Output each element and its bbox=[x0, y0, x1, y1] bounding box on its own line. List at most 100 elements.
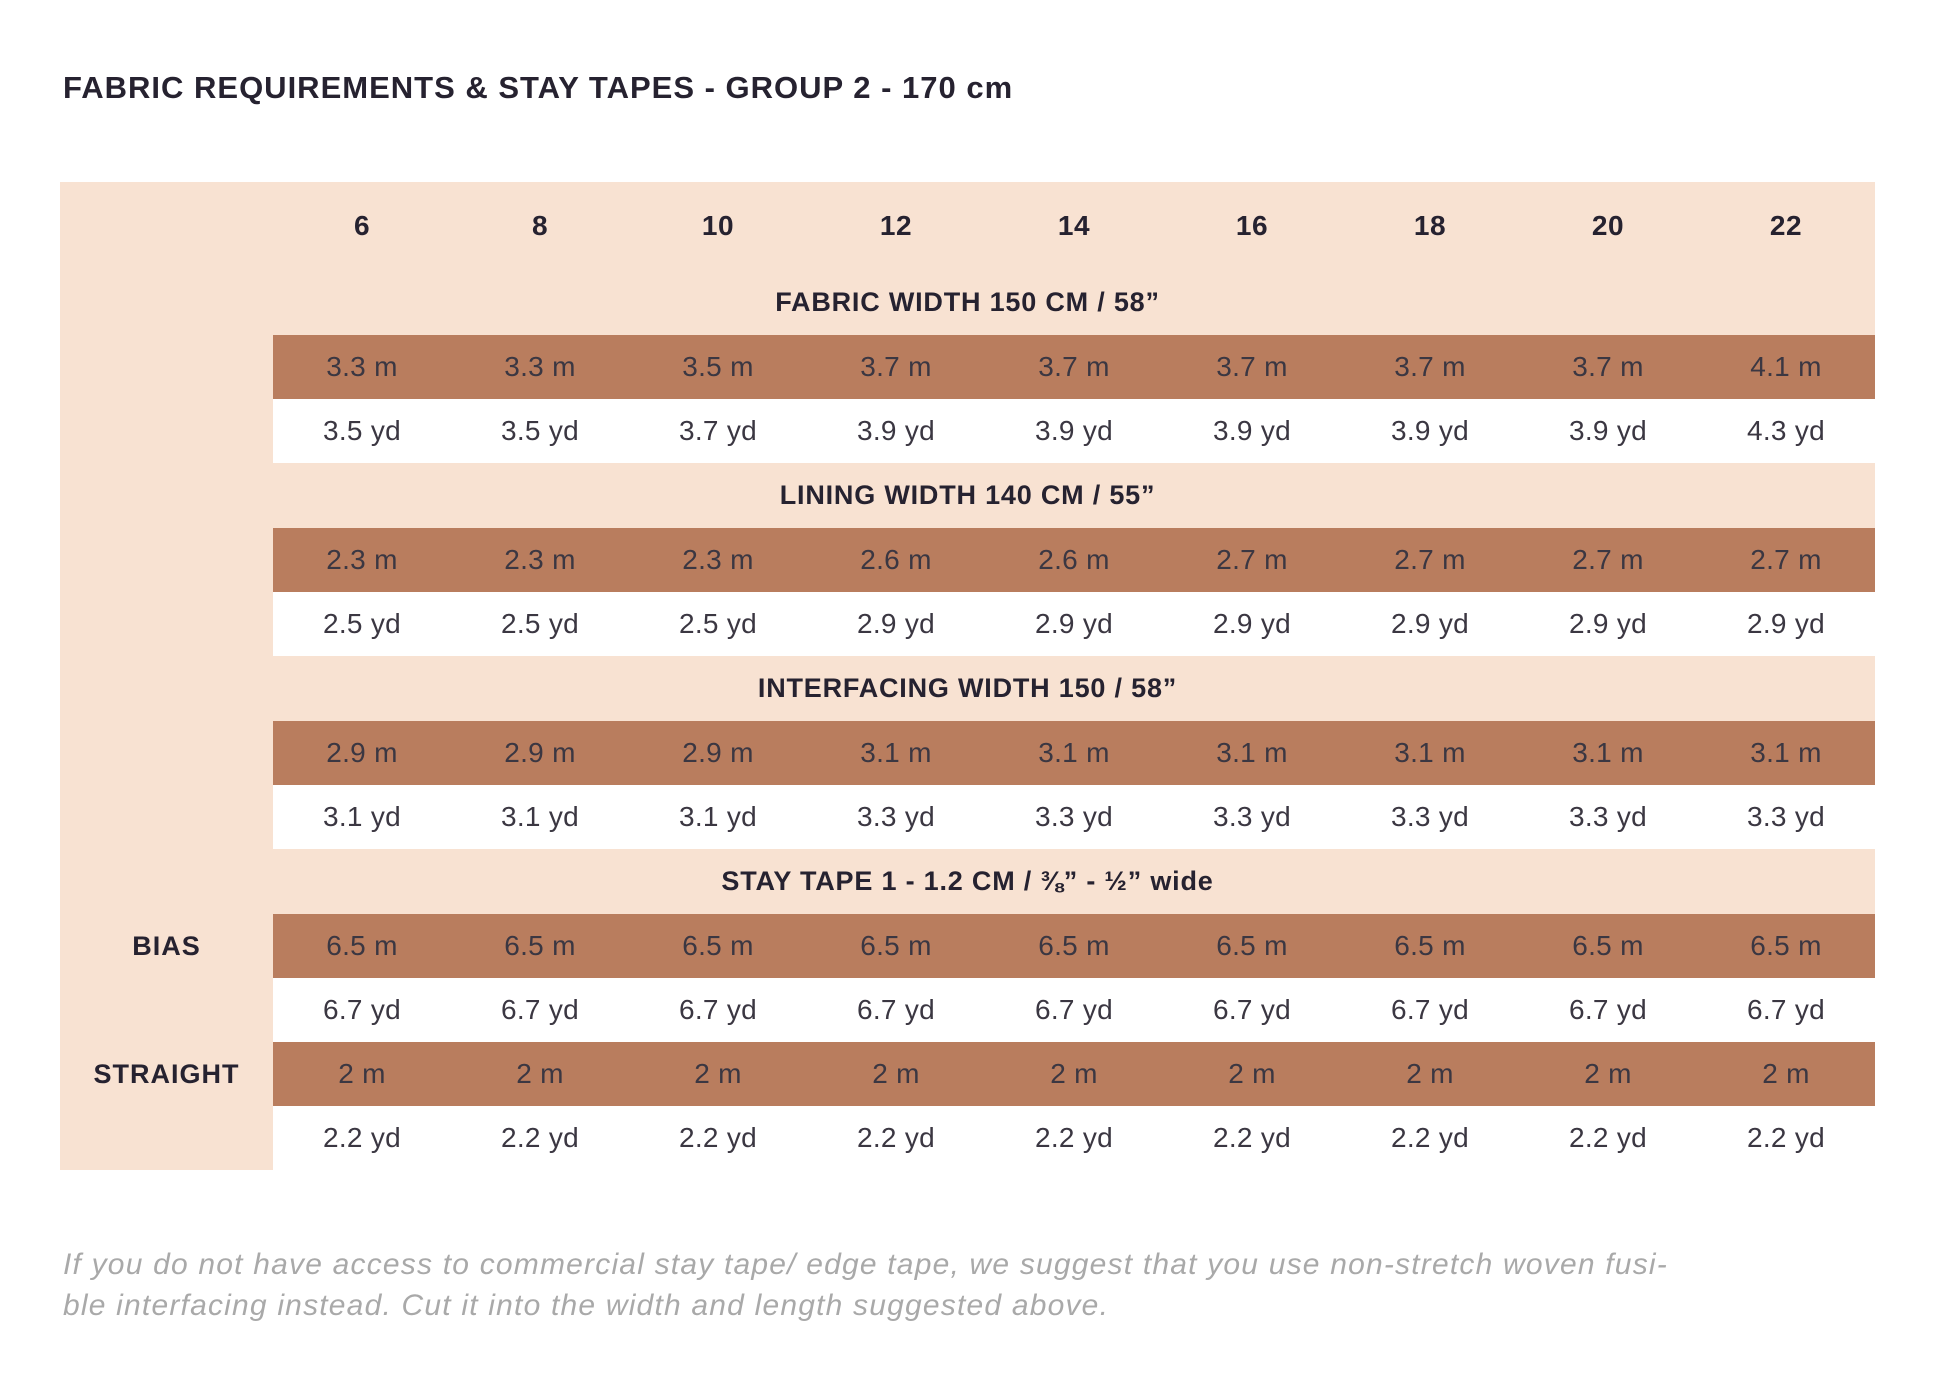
fabric-yd-size18: 3.9 yd bbox=[1390, 415, 1470, 446]
row-label-fabric-yards bbox=[60, 399, 273, 463]
bias-yd-size12: 6.7 yd bbox=[856, 994, 936, 1025]
interfacing-yd-size20: 3.3 yd bbox=[1568, 801, 1648, 832]
fabric-m-size20: 3.7 m bbox=[1572, 351, 1644, 382]
interfacing-m-size10: 2.9 m bbox=[682, 737, 754, 768]
row-label-lining-yards bbox=[60, 592, 273, 656]
fabric-yd-size20: 3.9 yd bbox=[1568, 415, 1648, 446]
straight-m-size18: 2 m bbox=[1406, 1058, 1454, 1089]
bias-m-size16: 6.5 m bbox=[1216, 930, 1288, 961]
row-label-interfacing-yards bbox=[60, 785, 273, 849]
fabric-yd-size22: 4.3 yd bbox=[1746, 415, 1826, 446]
straight-yd-size14: 2.2 yd bbox=[1034, 1122, 1114, 1153]
interfacing-yd-size18: 3.3 yd bbox=[1390, 801, 1470, 832]
size-col-header-22: 22 bbox=[1769, 210, 1803, 241]
lining-m-size8: 2.3 m bbox=[504, 544, 576, 575]
bias-m-size22: 6.5 m bbox=[1750, 930, 1822, 961]
table-row-bias-meters: BIAS 6.5 m 6.5 m 6.5 m 6.5 m 6.5 m 6.5 m… bbox=[60, 914, 1875, 978]
interfacing-m-size8: 2.9 m bbox=[504, 737, 576, 768]
row-label-bias: BIAS bbox=[132, 930, 201, 961]
fabric-m-size22: 4.1 m bbox=[1750, 351, 1822, 382]
lining-yd-size20: 2.9 yd bbox=[1568, 608, 1648, 639]
table-row-straight-meters: STRAIGHT 2 m 2 m 2 m 2 m 2 m 2 m 2 m 2 m… bbox=[60, 1042, 1875, 1106]
lining-meters-strip: 2.3 m 2.3 m 2.3 m 2.6 m 2.6 m 2.7 m 2.7 … bbox=[273, 528, 1875, 592]
lining-m-size22: 2.7 m bbox=[1750, 544, 1822, 575]
straight-yd-size18: 2.2 yd bbox=[1390, 1122, 1470, 1153]
lining-yd-size18: 2.9 yd bbox=[1390, 608, 1470, 639]
fabric-m-size14: 3.7 m bbox=[1038, 351, 1110, 382]
lining-yd-size14: 2.9 yd bbox=[1034, 608, 1114, 639]
straight-yards-strip: 2.2 yd 2.2 yd 2.2 yd 2.2 yd 2.2 yd 2.2 y… bbox=[273, 1106, 1875, 1170]
straight-m-size20: 2 m bbox=[1584, 1058, 1632, 1089]
table-row-interfacing-meters: 2.9 m 2.9 m 2.9 m 3.1 m 3.1 m 3.1 m 3.1 … bbox=[60, 721, 1875, 785]
size-col-header-10: 10 bbox=[701, 210, 735, 241]
lining-yd-size16: 2.9 yd bbox=[1212, 608, 1292, 639]
straight-yd-size12: 2.2 yd bbox=[856, 1122, 936, 1153]
size-col-header-20: 20 bbox=[1591, 210, 1625, 241]
table-row-interfacing-yards: 3.1 yd 3.1 yd 3.1 yd 3.3 yd 3.3 yd 3.3 y… bbox=[60, 785, 1875, 849]
straight-m-size12: 2 m bbox=[872, 1058, 920, 1089]
bias-yd-size16: 6.7 yd bbox=[1212, 994, 1292, 1025]
fabric-m-size12: 3.7 m bbox=[860, 351, 932, 382]
size-header-row: 6 8 10 12 14 16 18 20 22 bbox=[60, 182, 1875, 270]
straight-meters-strip: 2 m 2 m 2 m 2 m 2 m 2 m 2 m 2 m 2 m bbox=[273, 1042, 1875, 1106]
row-label-straight: STRAIGHT bbox=[93, 1058, 240, 1089]
row-label-interfacing-meters bbox=[60, 721, 273, 785]
fabric-m-size8: 3.3 m bbox=[504, 351, 576, 382]
row-label-bias-yards bbox=[60, 978, 273, 1042]
fabric-m-size6: 3.3 m bbox=[326, 351, 398, 382]
bias-yd-size22: 6.7 yd bbox=[1746, 994, 1826, 1025]
interfacing-m-size18: 3.1 m bbox=[1394, 737, 1466, 768]
size-col-header-8: 8 bbox=[531, 210, 549, 241]
interfacing-m-size12: 3.1 m bbox=[860, 737, 932, 768]
lining-yards-strip: 2.5 yd 2.5 yd 2.5 yd 2.9 yd 2.9 yd 2.9 y… bbox=[273, 592, 1875, 656]
bias-yd-size14: 6.7 yd bbox=[1034, 994, 1114, 1025]
fabric-yd-size14: 3.9 yd bbox=[1034, 415, 1114, 446]
lining-yd-size10: 2.5 yd bbox=[678, 608, 758, 639]
bias-yd-size18: 6.7 yd bbox=[1390, 994, 1470, 1025]
straight-yd-size8: 2.2 yd bbox=[500, 1122, 580, 1153]
lining-m-size20: 2.7 m bbox=[1572, 544, 1644, 575]
interfacing-meters-strip: 2.9 m 2.9 m 2.9 m 3.1 m 3.1 m 3.1 m 3.1 … bbox=[273, 721, 1875, 785]
size-header-spacer bbox=[60, 182, 273, 270]
interfacing-yd-size22: 3.3 yd bbox=[1746, 801, 1826, 832]
straight-m-size22: 2 m bbox=[1762, 1058, 1810, 1089]
interfacing-m-size6: 2.9 m bbox=[326, 737, 398, 768]
stay-tape-footnote: If you do not have access to commercial … bbox=[63, 1244, 1903, 1326]
size-col-header-16: 16 bbox=[1235, 210, 1269, 241]
section-header-fabric: FABRIC WIDTH 150 CM / 58” bbox=[775, 287, 1160, 317]
interfacing-m-size20: 3.1 m bbox=[1572, 737, 1644, 768]
interfacing-yards-strip: 3.1 yd 3.1 yd 3.1 yd 3.3 yd 3.3 yd 3.3 y… bbox=[273, 785, 1875, 849]
table-row-fabric-yards: 3.5 yd 3.5 yd 3.7 yd 3.9 yd 3.9 yd 3.9 y… bbox=[60, 399, 1875, 463]
lining-yd-size12: 2.9 yd bbox=[856, 608, 936, 639]
bias-m-size8: 6.5 m bbox=[504, 930, 576, 961]
lining-yd-size22: 2.9 yd bbox=[1746, 608, 1826, 639]
footnote-line-1: If you do not have access to commercial … bbox=[63, 1248, 1668, 1281]
interfacing-yd-size16: 3.3 yd bbox=[1212, 801, 1292, 832]
fabric-yd-size6: 3.5 yd bbox=[322, 415, 402, 446]
fabric-yards-strip: 3.5 yd 3.5 yd 3.7 yd 3.9 yd 3.9 yd 3.9 y… bbox=[273, 399, 1875, 463]
straight-yd-size20: 2.2 yd bbox=[1568, 1122, 1648, 1153]
interfacing-m-size16: 3.1 m bbox=[1216, 737, 1288, 768]
straight-m-size8: 2 m bbox=[516, 1058, 564, 1089]
straight-m-size10: 2 m bbox=[694, 1058, 742, 1089]
row-label-lining-meters bbox=[60, 528, 273, 592]
lining-yd-size6: 2.5 yd bbox=[322, 608, 402, 639]
straight-m-size6: 2 m bbox=[338, 1058, 386, 1089]
bias-yd-size6: 6.7 yd bbox=[322, 994, 402, 1025]
table-row-straight-yards: 2.2 yd 2.2 yd 2.2 yd 2.2 yd 2.2 yd 2.2 y… bbox=[60, 1106, 1875, 1170]
fabric-m-size18: 3.7 m bbox=[1394, 351, 1466, 382]
section-header-stay-tape: STAY TAPE 1 - 1.2 CM / ⅜” - ½” wide bbox=[721, 866, 1214, 896]
size-col-header-18: 18 bbox=[1413, 210, 1447, 241]
size-col-header-6: 6 bbox=[353, 210, 371, 241]
size-col-header-12: 12 bbox=[879, 210, 913, 241]
section-header-interfacing: INTERFACING WIDTH 150 / 58” bbox=[757, 673, 1178, 703]
fabric-requirements-table: 6 8 10 12 14 16 18 20 22 FABRIC WIDTH 15… bbox=[60, 182, 1875, 1170]
straight-m-size14: 2 m bbox=[1050, 1058, 1098, 1089]
lining-m-size10: 2.3 m bbox=[682, 544, 754, 575]
bias-m-size14: 6.5 m bbox=[1038, 930, 1110, 961]
table-row-lining-meters: 2.3 m 2.3 m 2.3 m 2.6 m 2.6 m 2.7 m 2.7 … bbox=[60, 528, 1875, 592]
lining-m-size12: 2.6 m bbox=[860, 544, 932, 575]
table-row-bias-yards: 6.7 yd 6.7 yd 6.7 yd 6.7 yd 6.7 yd 6.7 y… bbox=[60, 978, 1875, 1042]
straight-yd-size22: 2.2 yd bbox=[1746, 1122, 1826, 1153]
